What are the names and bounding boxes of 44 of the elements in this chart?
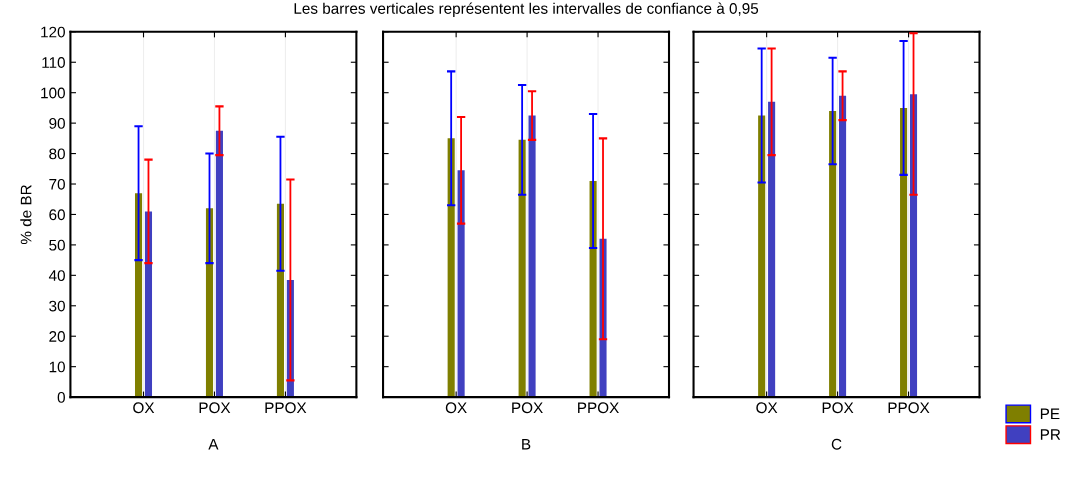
x-tick-label: OX — [756, 402, 778, 414]
y-tick-label: 80 — [49, 148, 65, 160]
y-tick-label: 110 — [42, 57, 65, 68]
x-tick-label: OX — [133, 402, 155, 414]
y-tick-label: 90 — [49, 118, 65, 129]
bar — [447, 138, 455, 398]
bar — [205, 208, 214, 398]
bar — [839, 95, 847, 398]
y-tick-label: 70 — [49, 178, 65, 190]
bar — [909, 94, 918, 398]
y-tick-label: 40 — [48, 270, 65, 282]
bar — [768, 101, 776, 398]
x-tick-label: PPOX — [265, 402, 307, 414]
chart-title: Les barres verticales représentent les intervalles de confiance à 0,95 — [294, 2, 759, 17]
x-axis-title: B — [522, 438, 531, 450]
y-axis-title: % de BR — [20, 185, 32, 245]
x-tick-label: OX — [445, 402, 467, 414]
x-tick-label: PPOX — [578, 402, 619, 414]
y-tick-label: 50 — [49, 239, 65, 251]
bar — [758, 115, 766, 398]
x-axis-title: C — [831, 438, 842, 450]
x-axis-title: A — [208, 438, 219, 450]
bar — [144, 211, 153, 398]
y-tick-label: 100 — [41, 87, 65, 99]
legend-label: PR — [1040, 429, 1061, 440]
y-tick-label: 60 — [49, 209, 65, 221]
y-tick-label: 120 — [41, 26, 65, 38]
bar — [900, 107, 908, 398]
y-tick-label: 30 — [49, 300, 65, 312]
y-tick-label: 20 — [49, 331, 65, 342]
x-tick-label: POX — [822, 402, 854, 414]
bar — [134, 193, 143, 398]
bar — [215, 130, 223, 398]
bar — [518, 139, 526, 398]
y-tick-label: 0 — [57, 391, 65, 403]
bar — [276, 203, 284, 398]
legend-label: PE — [1040, 408, 1060, 420]
bar — [829, 110, 837, 398]
y-tick-label: 10 — [49, 361, 65, 373]
x-tick-label: POX — [199, 402, 231, 414]
bar — [528, 115, 536, 398]
bar — [457, 170, 465, 398]
x-tick-label: POX — [512, 402, 543, 414]
x-tick-label: PPOX — [888, 402, 930, 414]
